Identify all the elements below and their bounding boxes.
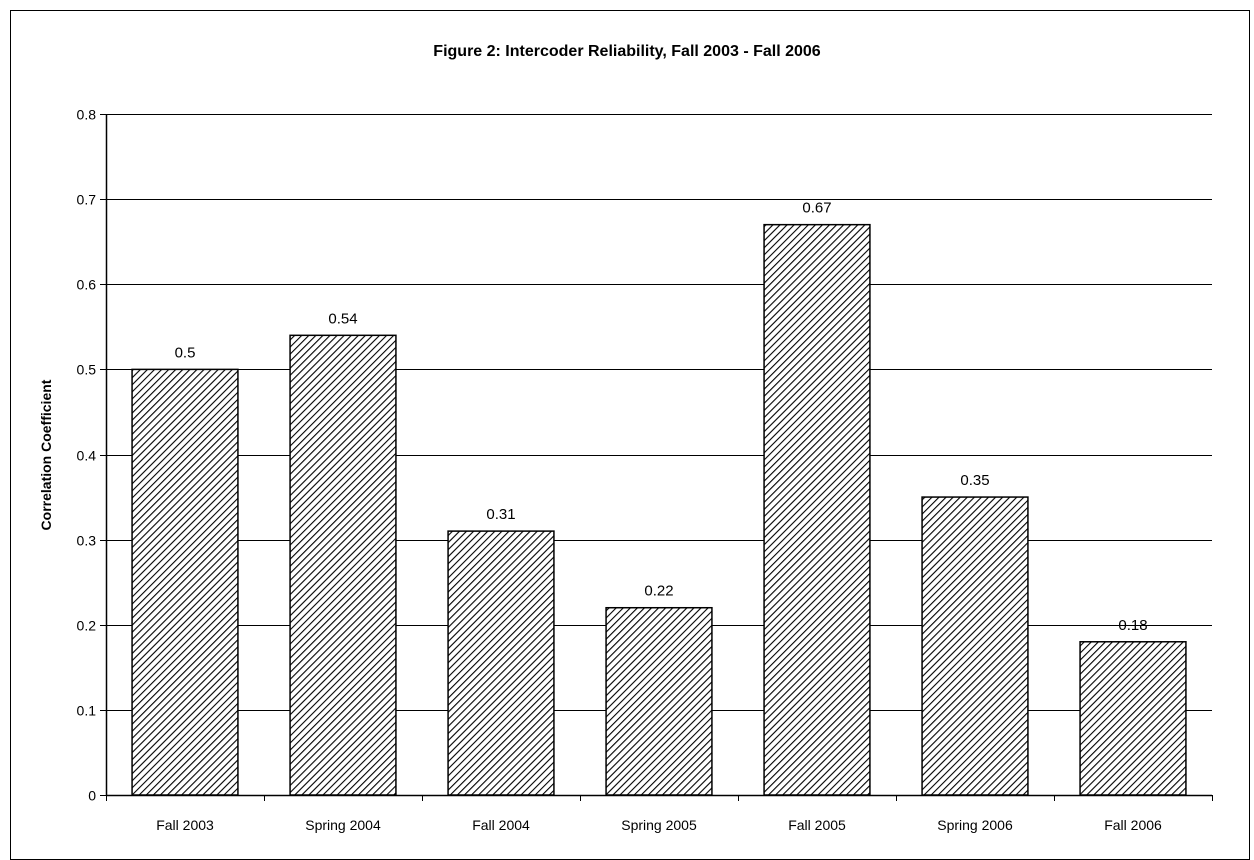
bar-spring-2004 bbox=[289, 334, 397, 796]
y-tick-label: 0.5 bbox=[77, 362, 97, 378]
bar-fall-2006 bbox=[1079, 641, 1187, 796]
y-tick-label: 0.7 bbox=[77, 192, 97, 208]
x-tick-label: Fall 2003 bbox=[156, 817, 214, 833]
y-tick-label: 0.6 bbox=[77, 277, 97, 293]
y-tick-label: 0.8 bbox=[77, 107, 97, 123]
x-tick-label: Fall 2006 bbox=[1104, 817, 1162, 833]
x-tick-label: Spring 2005 bbox=[621, 817, 697, 833]
x-tick-label: Fall 2005 bbox=[788, 817, 846, 833]
data-label: 0.67 bbox=[802, 200, 831, 217]
data-label: 0.22 bbox=[644, 583, 673, 600]
x-tick-label: Spring 2006 bbox=[937, 817, 1013, 833]
bar-fall-2005 bbox=[763, 223, 871, 796]
data-label: 0.54 bbox=[328, 310, 357, 327]
bars bbox=[131, 223, 1187, 796]
y-tick-label: 0.1 bbox=[77, 703, 97, 719]
y-tick-label: 0.2 bbox=[77, 618, 97, 634]
labels: 0 0.1 0.2 0.3 0.4 0.5 0.6 0.7 0.8 0.5 Fall 2003 0.5… bbox=[77, 107, 1162, 834]
data-label: 0.5 bbox=[175, 344, 196, 361]
x-tick-label: Spring 2004 bbox=[305, 817, 381, 833]
chart-title: Figure 2: Intercoder Reliability, Fall 2… bbox=[433, 43, 821, 60]
x-tick-label: Fall 2004 bbox=[472, 817, 530, 833]
bar-fall-2004 bbox=[447, 530, 555, 796]
data-label: 0.35 bbox=[960, 472, 989, 489]
y-tick-label: 0 bbox=[88, 788, 96, 804]
y-tick-label: 0.4 bbox=[77, 448, 97, 464]
bar-spring-2006 bbox=[921, 496, 1029, 796]
bar-spring-2005 bbox=[605, 606, 713, 796]
y-axis-label: Correlation Coefficient bbox=[38, 379, 54, 530]
bar-fall-2003 bbox=[131, 368, 239, 796]
data-label: 0.18 bbox=[1118, 617, 1147, 634]
data-label: 0.31 bbox=[486, 506, 515, 523]
y-tick-label: 0.3 bbox=[77, 533, 97, 549]
axes bbox=[100, 114, 1213, 801]
